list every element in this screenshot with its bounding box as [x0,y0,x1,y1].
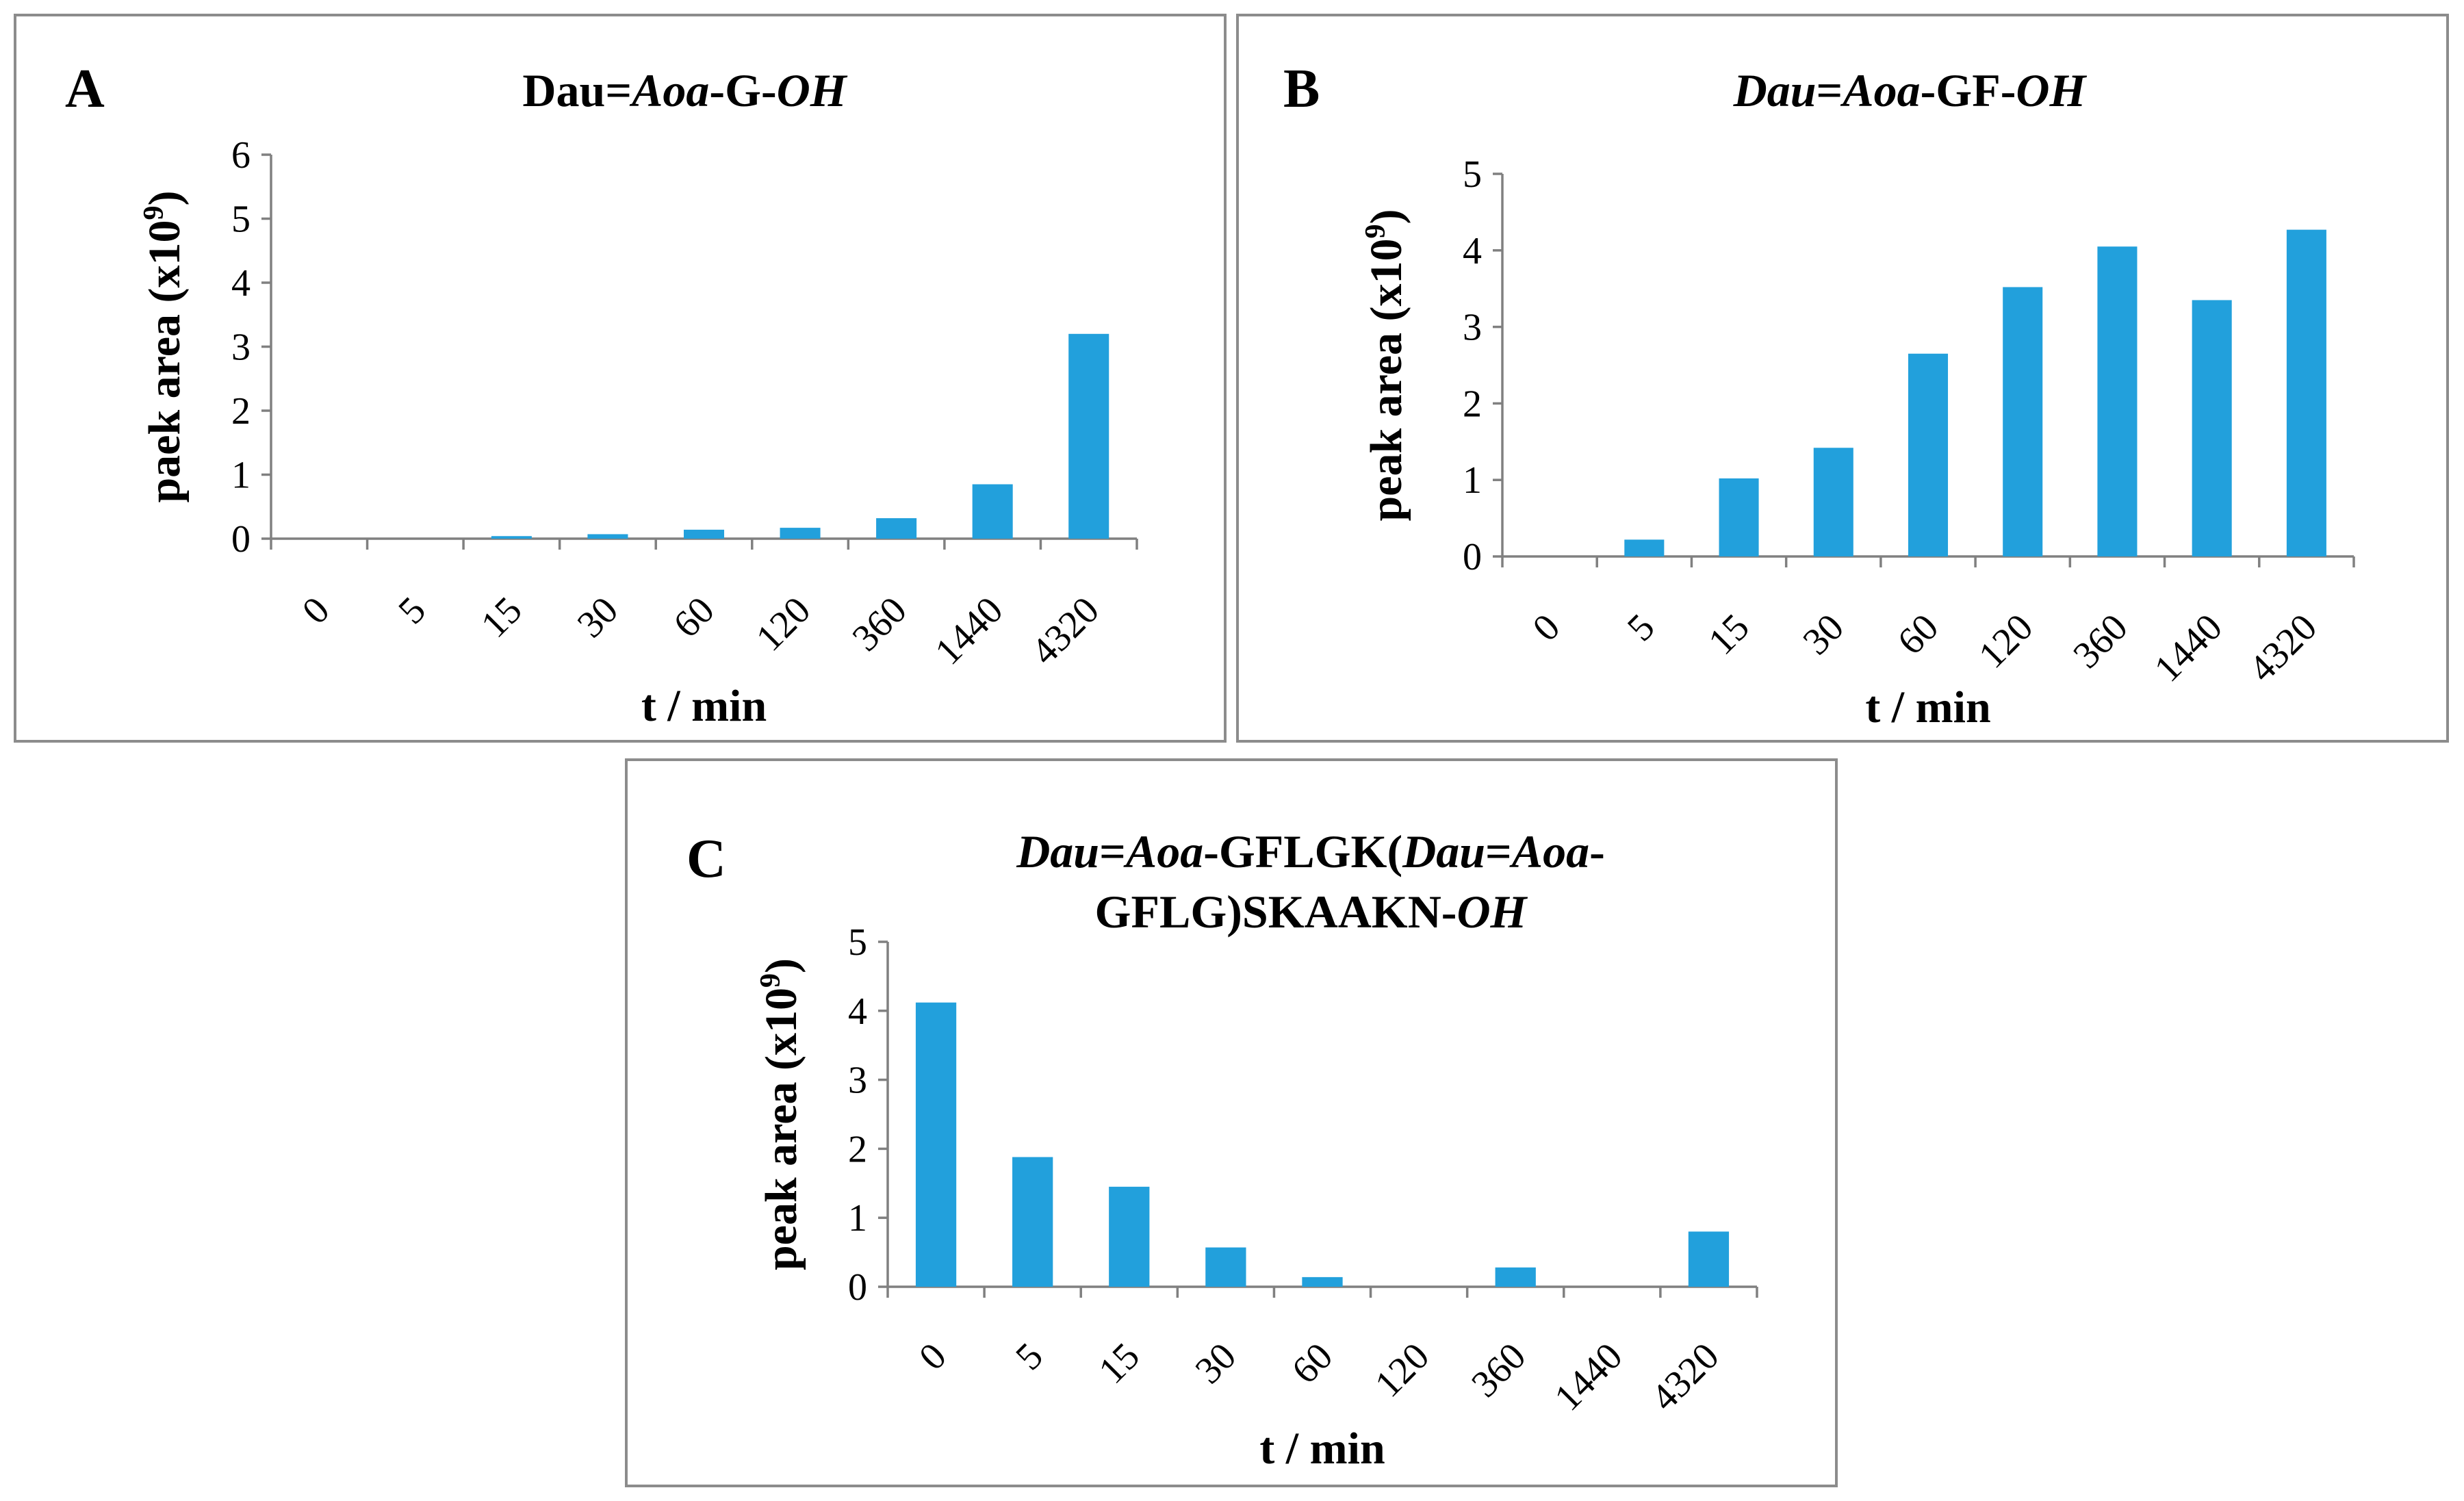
panel-a-bar-360 [876,518,917,539]
panel-b-title: Dau=Aoa-GF-OH [1733,64,2088,116]
panel-b-bar-1440 [2192,300,2232,556]
panel-c-y-tick-label: 5 [848,921,867,964]
panel-c-frame [625,758,1838,1487]
panel-b-y-tick-label: 0 [1463,536,1482,578]
panel-b-x-tick-label: 30 [1795,606,1852,663]
panel-c-x-tick-label: 15 [1091,1335,1148,1391]
panel-a-y-axis-title: paek area (x109) [138,190,190,502]
panel-c-letter: C [686,829,726,889]
panel-b-x-tick-label: 0 [1525,606,1569,650]
panel-c-bar-5 [1012,1157,1053,1287]
panel-c-bar-0 [915,1002,957,1287]
panel-c-x-tick-label: 0 [911,1335,955,1378]
panel-b-x-tick-label: 1440 [2146,606,2231,690]
panel-c-y-tick-label: 3 [848,1060,867,1102]
panel-a-x-tick-label: 4320 [1023,589,1107,673]
panel-b-bar-15 [1719,478,1759,556]
panel-c-x-tick-label: 30 [1188,1335,1244,1391]
panel-c-title-line-1: Dau=Aoa-GFLGK(Dau=Aoa- [1016,825,1605,877]
panel-a-x-tick-label: 360 [845,589,915,659]
panel-a-x-tick-label: 15 [473,589,530,645]
panel-a-y-tick-label: 3 [231,326,251,369]
panel-c-x-tick-label: 120 [1367,1335,1437,1405]
panel-b-bar-360 [2097,246,2138,556]
panel-a-y-tick-label: 2 [231,390,251,433]
panel-a-bar-120 [780,528,821,539]
panel-a-bar-4320 [1068,333,1109,539]
panel-b-bar-30 [1813,448,1853,556]
panel-b-y-tick-label: 4 [1463,230,1482,272]
panel-b-y-tick-label: 1 [1463,459,1482,502]
panel-a-y-tick-label: 6 [231,134,251,177]
panel-b-x-tick-label: 4320 [2241,606,2325,690]
panel-a-x-axis-title: t / min [641,681,767,731]
panel-c-x-tick-label: 5 [1008,1335,1051,1378]
panel-c-y-tick-label: 0 [848,1266,867,1309]
panel-c-y-tick-label: 4 [848,990,867,1033]
panel-c-title-line-2: GFLG)SKAAKN-OH [1095,886,1528,938]
panel-b-y-tick-label: 2 [1463,383,1482,425]
panel-b-letter: B [1283,59,1320,119]
panel-b-bar-5 [1624,539,1665,556]
panel-c-bar-360 [1495,1267,1536,1287]
panel-a-bar-60 [683,529,725,539]
panel-c-bar-4320 [1688,1231,1730,1287]
panel-c-bar-15 [1109,1186,1150,1287]
panel-a-frame [14,14,1227,743]
panel-b-x-tick-label: 120 [1971,606,2041,676]
panel-c-plot: Dau=Aoa-GFLGK(Dau=Aoa- GFLG)SKAAKN-OH 0 1 2 3… [755,825,1758,1474]
panel-b-x-tick-label: 5 [1619,606,1663,650]
panel-c-bar-60 [1302,1277,1343,1287]
panel-b-x-tick-label: 360 [2065,606,2135,676]
panel-b-x-tick-label: 60 [1890,606,1947,663]
panel-a-x-tick-label: 30 [569,589,626,645]
panel-a-x-tick-label: 5 [390,589,434,632]
panel-b-plot: Dau=Aoa-GF-OH 0 1 2 3 4 5 0 5 15 30 60 120 360 1440 432… [1360,64,2355,732]
panel-a-title: Dau=Aoa-G-OH [522,64,847,116]
panel-a-y-tick-label: 4 [231,262,251,305]
panel-a-x-tick-label: 1440 [927,589,1011,673]
panel-a-letter: A [65,59,105,119]
panel-c-y-axis-title: peak area (x109) [755,958,806,1270]
panel-b-y-tick-label: 3 [1463,307,1482,349]
panel-c-x-tick-label: 4320 [1643,1335,1728,1419]
panel-c-bar-30 [1205,1247,1246,1287]
panel-c-y-tick-label: 2 [848,1128,867,1170]
panel-a-y-tick-label: 1 [231,454,251,497]
panel-b-frame [1236,14,2449,743]
panel-b-x-axis-title: t / min [1865,682,1990,732]
panel-a-bar-1440 [972,484,1013,539]
panel-a-x-tick-label: 0 [294,589,338,632]
panel-b-y-axis-title: peak area (x109) [1360,209,1411,521]
panel-b-x-tick-label: 15 [1700,606,1757,663]
panel-c-x-tick-label: 60 [1284,1335,1341,1391]
panel-c-y-tick-label: 1 [848,1197,867,1240]
panel-b-bar-60 [1908,353,1949,556]
panel-a-y-tick-label: 0 [231,518,251,561]
panel-a-x-tick-label: 120 [748,589,819,659]
panel-b-bar-120 [2003,287,2043,556]
panel-c-x-axis-title: t / min [1259,1424,1385,1474]
panel-a-bar-30 [587,534,628,539]
panel-b-bar-4320 [2286,229,2326,556]
panel-c-x-tick-label: 360 [1463,1335,1534,1405]
panel-c: C Dau=Aoa-GFLGK(Dau=Aoa- GFLG)SKAAKN-OH 0 1… [625,758,1838,1487]
panel-a-x-tick-label: 60 [665,589,722,645]
panel-c-x-tick-label: 1440 [1546,1335,1630,1419]
panel-a-bar-15 [491,536,532,539]
panel-b: B Dau=Aoa-GF-OH 0 1 2 3 4 5 0 5 15 30 60 120 360 1440 4… [1236,14,2449,743]
panel-a-y-tick-label: 5 [231,198,251,241]
panel-b-y-tick-label: 5 [1463,153,1482,196]
